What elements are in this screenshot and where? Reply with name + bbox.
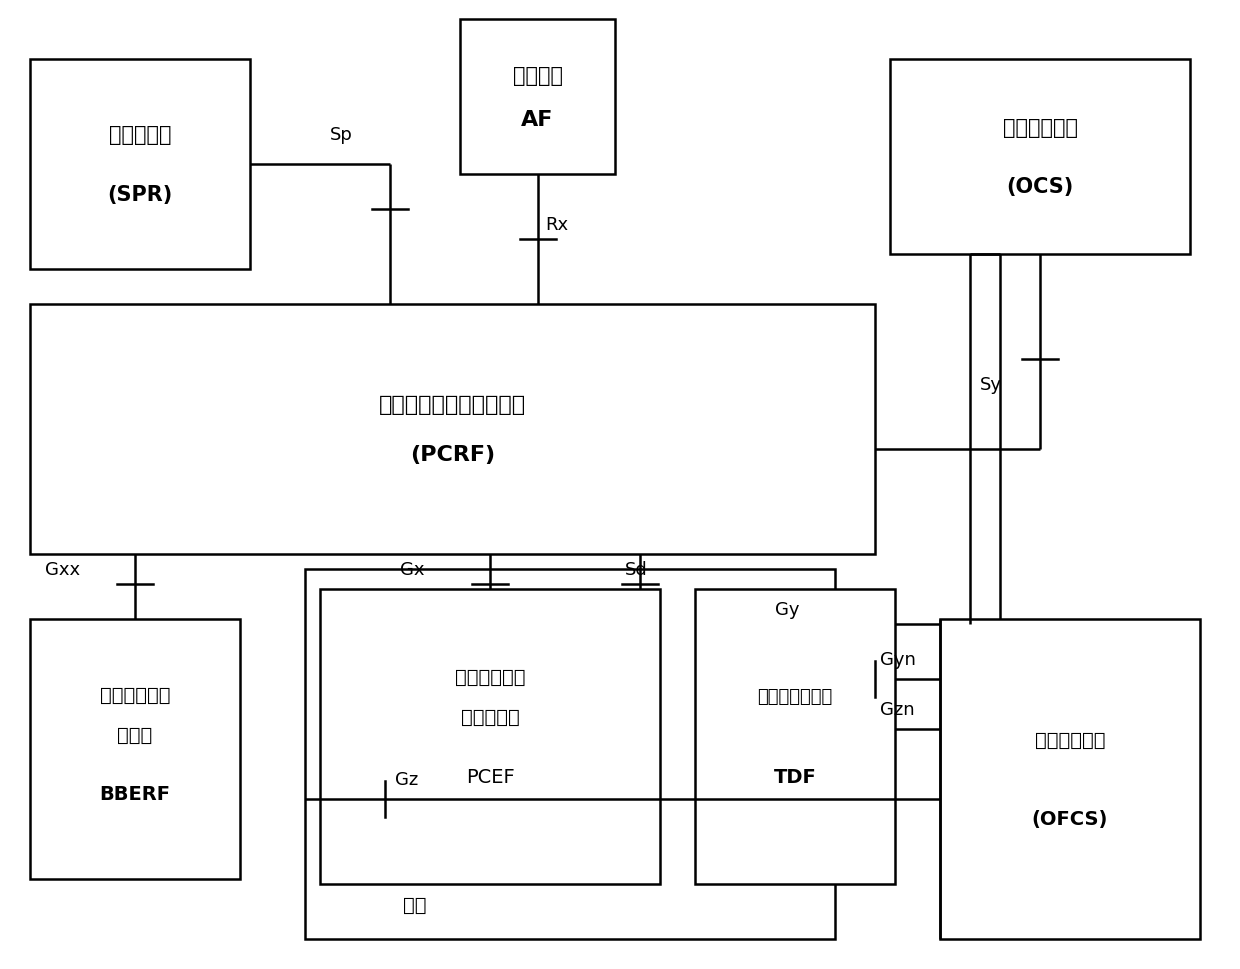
Bar xyxy=(890,60,1190,255)
Text: Gzn: Gzn xyxy=(880,701,915,718)
Text: 策略与计费规则功能实体: 策略与计费规则功能实体 xyxy=(379,394,526,415)
Text: 网关: 网关 xyxy=(403,894,427,914)
Text: Gz: Gz xyxy=(396,770,418,788)
Bar xyxy=(30,619,241,879)
Text: (OFCS): (OFCS) xyxy=(1032,810,1109,828)
Bar xyxy=(30,60,250,269)
Text: (SPR): (SPR) xyxy=(108,185,172,204)
Text: Gx: Gx xyxy=(401,560,424,578)
Bar xyxy=(320,589,660,884)
Text: 则功能: 则功能 xyxy=(118,725,153,744)
Text: 订阅信息库: 订阅信息库 xyxy=(109,125,171,144)
Bar xyxy=(940,619,1200,939)
Text: Gy: Gy xyxy=(775,601,800,618)
Text: 策略与计费规: 策略与计费规 xyxy=(99,685,170,703)
Text: 在线计费系统: 在线计费系统 xyxy=(1002,117,1078,138)
Text: Gxx: Gxx xyxy=(45,560,81,578)
Text: (OCS): (OCS) xyxy=(1007,177,1074,198)
Text: Rx: Rx xyxy=(546,216,569,234)
Text: Sy: Sy xyxy=(980,376,1002,393)
Text: 应用功能: 应用功能 xyxy=(512,66,563,85)
Text: BBERF: BBERF xyxy=(99,785,171,803)
Text: 行功能单元: 行功能单元 xyxy=(460,707,520,726)
Bar xyxy=(305,570,835,939)
Text: Sd: Sd xyxy=(625,560,647,578)
Text: Gyn: Gyn xyxy=(880,650,916,669)
Text: TDF: TDF xyxy=(774,767,816,786)
Text: 流检测功能单元: 流检测功能单元 xyxy=(758,688,832,705)
Text: Sp: Sp xyxy=(330,126,353,143)
Text: PCEF: PCEF xyxy=(466,767,515,786)
Bar xyxy=(30,304,875,554)
Bar xyxy=(460,20,615,174)
Text: AF: AF xyxy=(521,109,554,130)
Text: 离线计费系统: 离线计费系统 xyxy=(1034,730,1105,749)
Bar xyxy=(694,589,895,884)
Text: 策略及计费执: 策略及计费执 xyxy=(455,668,526,686)
Text: (PCRF): (PCRF) xyxy=(410,445,495,464)
